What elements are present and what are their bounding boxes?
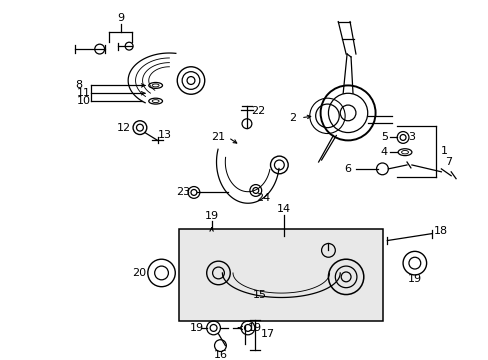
- Text: 19: 19: [189, 323, 203, 333]
- Text: 4: 4: [380, 147, 387, 157]
- Text: 11: 11: [77, 88, 91, 98]
- Text: 19: 19: [407, 274, 421, 284]
- Text: 10: 10: [77, 96, 91, 106]
- Text: 24: 24: [256, 193, 270, 203]
- Text: 9: 9: [118, 13, 124, 23]
- Text: 15: 15: [252, 289, 266, 300]
- Text: 16: 16: [213, 350, 227, 360]
- Bar: [179, 229, 383, 321]
- Text: 14: 14: [277, 204, 291, 214]
- Text: 1: 1: [440, 146, 447, 156]
- Text: 12: 12: [117, 123, 131, 132]
- Text: 7: 7: [444, 157, 451, 167]
- Text: 2: 2: [289, 113, 296, 123]
- Text: 22: 22: [250, 106, 264, 116]
- Text: 8: 8: [75, 80, 82, 90]
- Text: 19: 19: [247, 323, 262, 333]
- Text: 23: 23: [176, 188, 190, 197]
- Text: 3: 3: [407, 132, 414, 143]
- Text: 13: 13: [157, 130, 171, 140]
- Text: 20: 20: [132, 268, 146, 278]
- Text: 19: 19: [204, 211, 218, 221]
- Text: 5: 5: [380, 132, 387, 143]
- Text: 18: 18: [433, 226, 447, 236]
- Text: 6: 6: [344, 164, 351, 174]
- Text: 17: 17: [260, 329, 274, 339]
- Text: 21: 21: [211, 132, 225, 143]
